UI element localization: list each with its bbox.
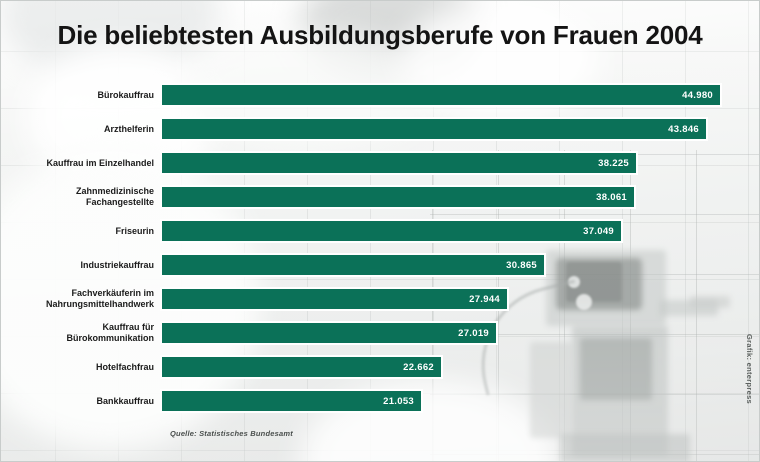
bar: 22.662 [160,355,443,379]
bar-category-label: Bürokauffrau [0,90,160,101]
bar-category-label-line: Bürokommunikation [66,333,154,343]
credit-note: Grafik: enterpress [745,334,754,405]
bar-value-label: 37.049 [583,225,614,237]
bar-category-label: Kauffrau für Bürokommunikation [0,322,160,344]
bar-value-label: 21.053 [383,395,414,407]
bar-value-label: 44.980 [682,89,713,101]
photo-machine-dark-box [580,338,652,400]
bar-category-label-line: Bankkauffrau [96,395,154,406]
bar-category-label: Kauffrau im Einzelhandel [0,158,160,169]
chart-row: Zahnmedizinische Fachangestellte 38.061 [0,180,760,214]
chart-row: Kauffrau im Einzelhandel 38.225 [0,146,760,180]
bar-value-label: 22.662 [403,361,434,373]
bar-value-label: 30.865 [506,259,537,271]
bar-category-label-line: Fachangestellte [85,197,154,207]
bar-category-label: Arzthelferin [0,124,160,135]
bar-track: 38.061 [160,180,760,214]
chart-row: Bürokauffrau 44.980 [0,78,760,112]
chart-row: Arzthelferin 43.846 [0,112,760,146]
page-title: Die beliebtesten Ausbildungsberufe von F… [57,20,703,50]
photo-machine-side-unit [530,342,572,438]
bar-category-label: Industriekauffrau [0,260,160,271]
photo-machine-lamp [690,296,730,308]
bar-category-label-line: Bürokauffrau [97,89,154,100]
chart-row: Fachverkäuferin im Nahrungsmittelhandwerk… [0,282,760,316]
bar: 27.019 [160,321,498,345]
bar-category-label-line: Nahrungsmittelhandwerk [45,299,154,309]
chart-row: Bankkauffrau 21.053 [0,384,760,418]
bar: 43.846 [160,117,708,141]
bar: 38.225 [160,151,638,175]
bar-category-label-line: Hotelfachfrau [95,361,154,372]
bar: 37.049 [160,219,623,243]
photo-machine-knob-small [568,276,580,288]
bar-track: 21.053 [160,384,760,418]
bar: 21.053 [160,389,423,413]
chart-row: Friseurin 37.049 [0,214,760,248]
bar-chart: Bürokauffrau 44.980 Arzthelferin 43.846 Kauf… [0,78,760,418]
chart-row: Industriekauffrau 30.865 [0,248,760,282]
bar-category-label-line: Kauffrau für [102,322,155,332]
bar-value-label: 27.019 [458,327,489,339]
bar-category-label: Zahnmedizinische Fachangestellte [0,186,160,208]
bar-category-label-line: Industriekauffrau [80,259,154,270]
bar-value-label: 38.061 [596,191,627,203]
bar-track: 44.980 [160,78,760,112]
photo-machine-knob [576,294,592,310]
bar-track: 27.019 [160,316,760,350]
bar-category-label: Fachverkäuferin im Nahrungsmittelhandwerk [0,288,160,310]
bar-track: 22.662 [160,350,760,384]
bar-category-label-line: Friseurin [115,225,154,236]
chart-row: Hotelfachfrau 22.662 [0,350,760,384]
bar: 44.980 [160,83,722,107]
bar-track: 37.049 [160,214,760,248]
bar-category-label-line: Fachverkäuferin im [71,288,154,298]
photo-machine-base [560,434,690,462]
bar-value-label: 27.944 [469,293,500,305]
bar: 38.061 [160,185,636,209]
bar-track: 27.944 [160,282,760,316]
bar-category-label: Hotelfachfrau [0,362,160,373]
bar-track: 43.846 [160,112,760,146]
source-note: Quelle: Statistisches Bundesamt [170,429,293,438]
bar-category-label-line: Kauffrau im Einzelhandel [46,157,154,168]
chart-row: Kauffrau für Bürokommunikation 27.019 [0,316,760,350]
bar-track: 30.865 [160,248,760,282]
bar-category-label-line: Arzthelferin [103,123,154,134]
bar: 30.865 [160,253,546,277]
bar-category-label: Bankkauffrau [0,396,160,407]
bar-track: 38.225 [160,146,760,180]
bar-value-label: 43.846 [668,123,699,135]
bar-value-label: 38.225 [598,157,629,169]
bar-category-label: Friseurin [0,226,160,237]
bar: 27.944 [160,287,509,311]
bar-category-label-line: Zahnmedizinische [75,186,154,196]
